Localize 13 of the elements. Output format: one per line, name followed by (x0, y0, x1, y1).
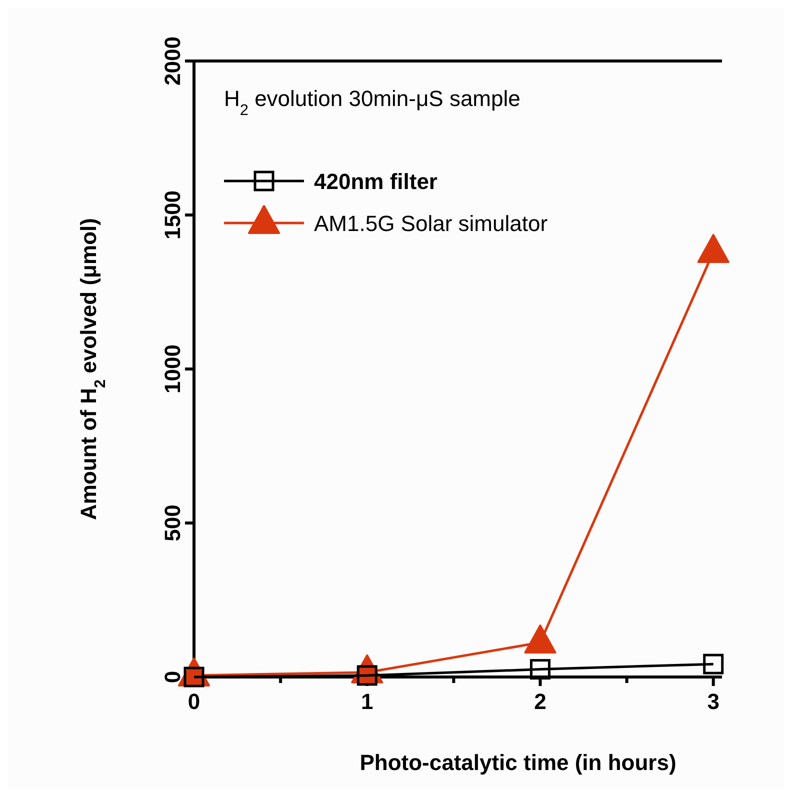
text: H$_{2}$ evolution 30min-μS sample (224, 86, 520, 118)
legend-label: AM1.5G Solar simulator (314, 211, 548, 236)
x-tick-label: 3 (707, 689, 720, 714)
x-axis-title: Photo-catalytic time (in hours) (360, 750, 676, 775)
y-tick-label: 2000 (160, 36, 185, 86)
legend-label: 420nm filter (314, 169, 438, 194)
y-tick-label: 500 (160, 504, 185, 542)
y-tick-label: 1000 (160, 344, 185, 394)
x-tick-label: 0 (188, 689, 200, 714)
y-tick-label: 0 (160, 670, 185, 684)
x-tick-label: 2 (534, 689, 546, 714)
x-tick-label: 1 (360, 689, 374, 714)
y-tick-label: 1500 (160, 190, 185, 240)
